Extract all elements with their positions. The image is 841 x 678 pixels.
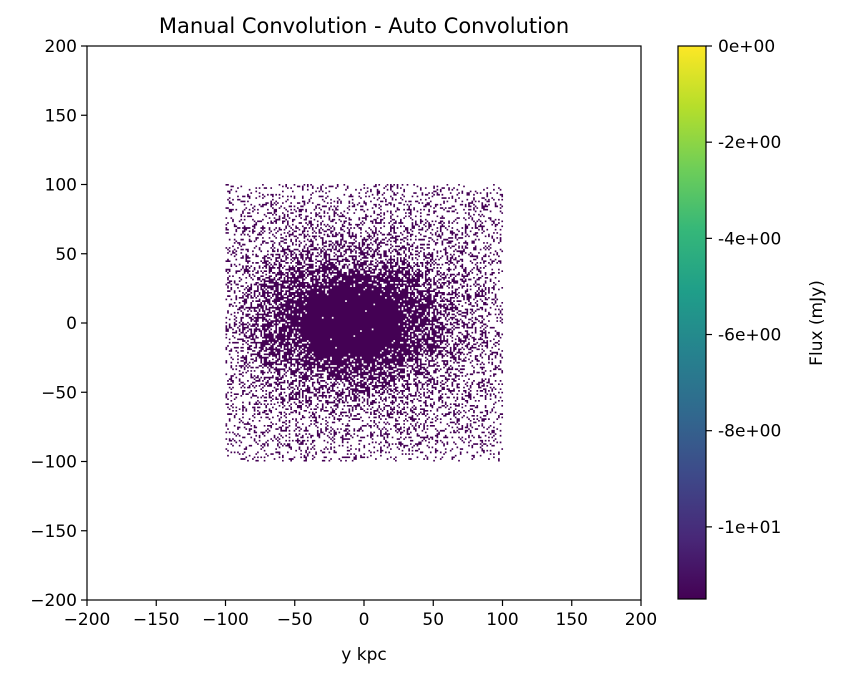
y-tick-label: 0 (66, 314, 77, 334)
x-tick-label: −50 (277, 610, 313, 630)
y-tick-label: 150 (45, 106, 77, 126)
x-tick-label: −100 (202, 610, 249, 630)
x-axis-label: y kpc (341, 645, 386, 665)
colorbar (678, 46, 706, 599)
chart-title: Manual Convolution - Auto Convolution (159, 14, 569, 38)
colorbar-tick-label: -1e+01 (718, 518, 781, 538)
x-tick-label: −200 (64, 610, 111, 630)
y-tick-label: −150 (30, 522, 77, 542)
x-tick-label: 0 (359, 610, 370, 630)
y-tick-label: 200 (45, 37, 77, 57)
colorbar-axis: 0e+00 -2e+00 -4e+00 -6e+00 -8e+00 -1e+01 (706, 37, 781, 538)
y-tick-label: 50 (55, 245, 77, 265)
x-tick-label: 150 (556, 610, 588, 630)
colorbar-label: Flux (mJy) (807, 280, 827, 366)
y-tick-label: −100 (30, 453, 77, 473)
x-axis: −200 −150 −100 −50 0 50 100 150 200 (64, 600, 657, 630)
colorbar-tick-label: -2e+00 (718, 133, 781, 153)
colorbar-tick-label: 0e+00 (718, 37, 775, 57)
y-tick-label: −50 (41, 383, 77, 403)
heatmap-pixels (225, 183, 504, 462)
heatmap-cells (225, 183, 504, 462)
x-tick-label: 50 (422, 610, 444, 630)
colorbar-tick-label: -4e+00 (718, 229, 781, 249)
x-tick-label: 100 (486, 610, 518, 630)
y-axis: −200 −150 −100 −50 0 50 100 150 200 (30, 37, 87, 611)
y-tick-label: −200 (30, 591, 77, 611)
colorbar-frame (677, 45, 707, 600)
colorbar-tick-label: -8e+00 (718, 422, 781, 442)
colorbar-tick-label: -6e+00 (718, 326, 781, 346)
x-tick-label: 200 (625, 610, 657, 630)
x-tick-label: −150 (133, 610, 180, 630)
y-tick-label: 100 (45, 176, 77, 196)
